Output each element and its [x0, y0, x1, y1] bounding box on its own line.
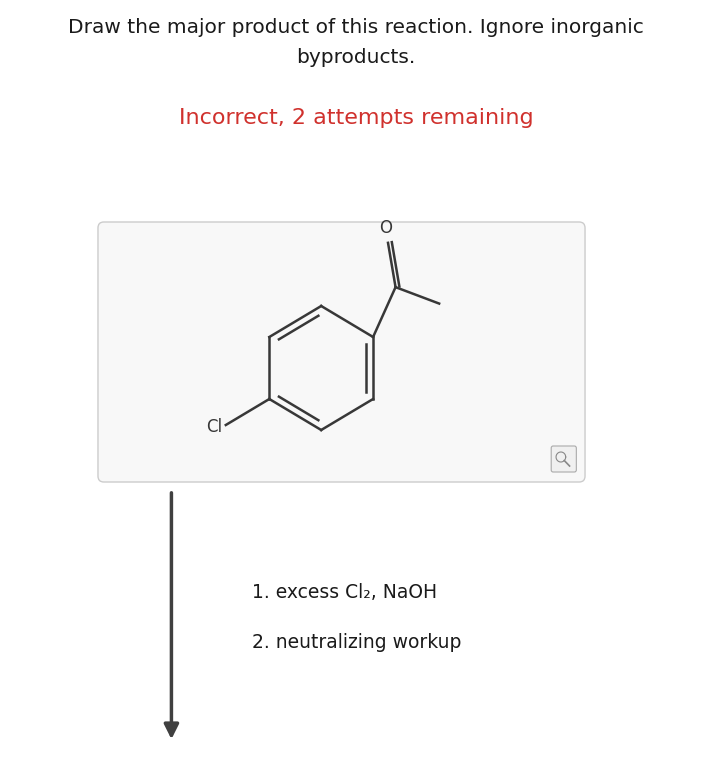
Text: 2. neutralizing workup: 2. neutralizing workup: [251, 633, 461, 652]
FancyBboxPatch shape: [551, 446, 576, 472]
Text: Incorrect, 2 attempts remaining: Incorrect, 2 attempts remaining: [179, 108, 533, 128]
Text: byproducts.: byproducts.: [296, 48, 416, 67]
Text: Draw the major product of this reaction. Ignore inorganic: Draw the major product of this reaction.…: [68, 18, 644, 37]
Text: O: O: [379, 219, 392, 237]
Text: Cl: Cl: [206, 418, 222, 436]
Text: 1. excess Cl₂, NaOH: 1. excess Cl₂, NaOH: [251, 582, 436, 601]
FancyBboxPatch shape: [98, 222, 585, 482]
